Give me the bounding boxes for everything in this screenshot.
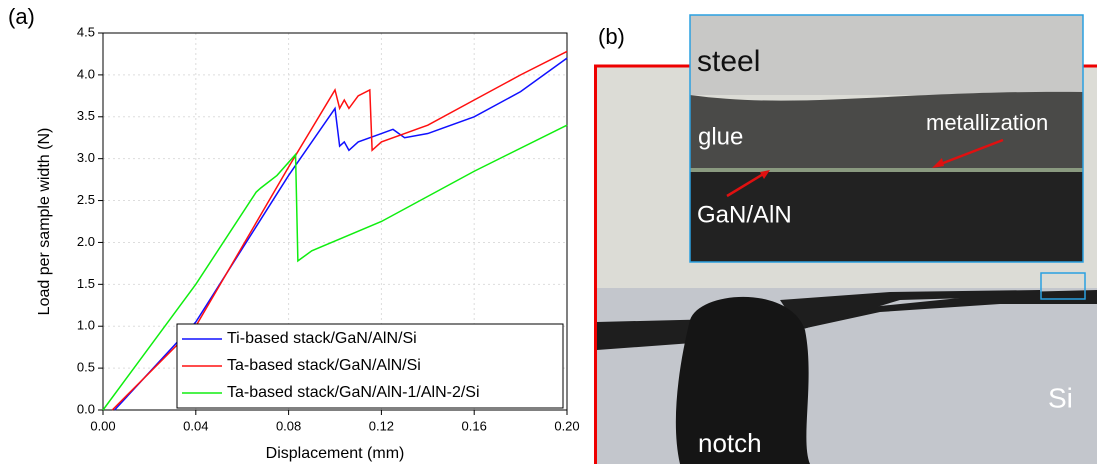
y-axis-label: Load per sample width (N)	[36, 128, 53, 316]
y-tick-label: 2.5	[77, 192, 95, 207]
micro-label: steel	[697, 45, 760, 78]
micro-label: Si	[1048, 382, 1073, 413]
legend-label: Ta-based stack/GaN/AlN/Si	[227, 357, 421, 374]
x-tick-label: 0.12	[369, 418, 394, 433]
micro-label: metallization	[926, 110, 1048, 135]
x-tick-label: 0.04	[183, 418, 208, 433]
micrograph: steel glue metallization GaN/AlN notch S…	[596, 15, 1097, 464]
y-tick-label: 0.5	[77, 360, 95, 375]
y-tick-label: 2.0	[77, 234, 95, 249]
x-tick-label: 0.16	[462, 418, 487, 433]
y-tick-label: 4.5	[77, 24, 95, 39]
y-tick-label: 1.5	[77, 276, 95, 291]
panel-label: (a)	[8, 4, 35, 29]
x-axis-label: Displacement (mm)	[266, 445, 405, 462]
legend-label: Ta-based stack/GaN/AlN-1/AlN-2/Si	[227, 384, 480, 401]
y-tick-label: 3.5	[77, 108, 95, 123]
y-tick-label: 0.0	[77, 401, 95, 416]
y-tick-label: 4.0	[77, 66, 95, 81]
y-tick-label: 3.0	[77, 150, 95, 165]
micro-label: glue	[698, 123, 743, 150]
y-tick-label: 1.0	[77, 318, 95, 333]
micro-label: notch	[698, 428, 762, 458]
panel-label: (b)	[598, 24, 625, 49]
x-tick-label: 0.20	[554, 418, 579, 433]
legend-label: Ti-based stack/GaN/AlN/Si	[227, 330, 417, 347]
x-tick-label: 0.08	[276, 418, 301, 433]
micro-label: GaN/AlN	[697, 201, 792, 228]
x-tick-label: 0.00	[90, 418, 115, 433]
